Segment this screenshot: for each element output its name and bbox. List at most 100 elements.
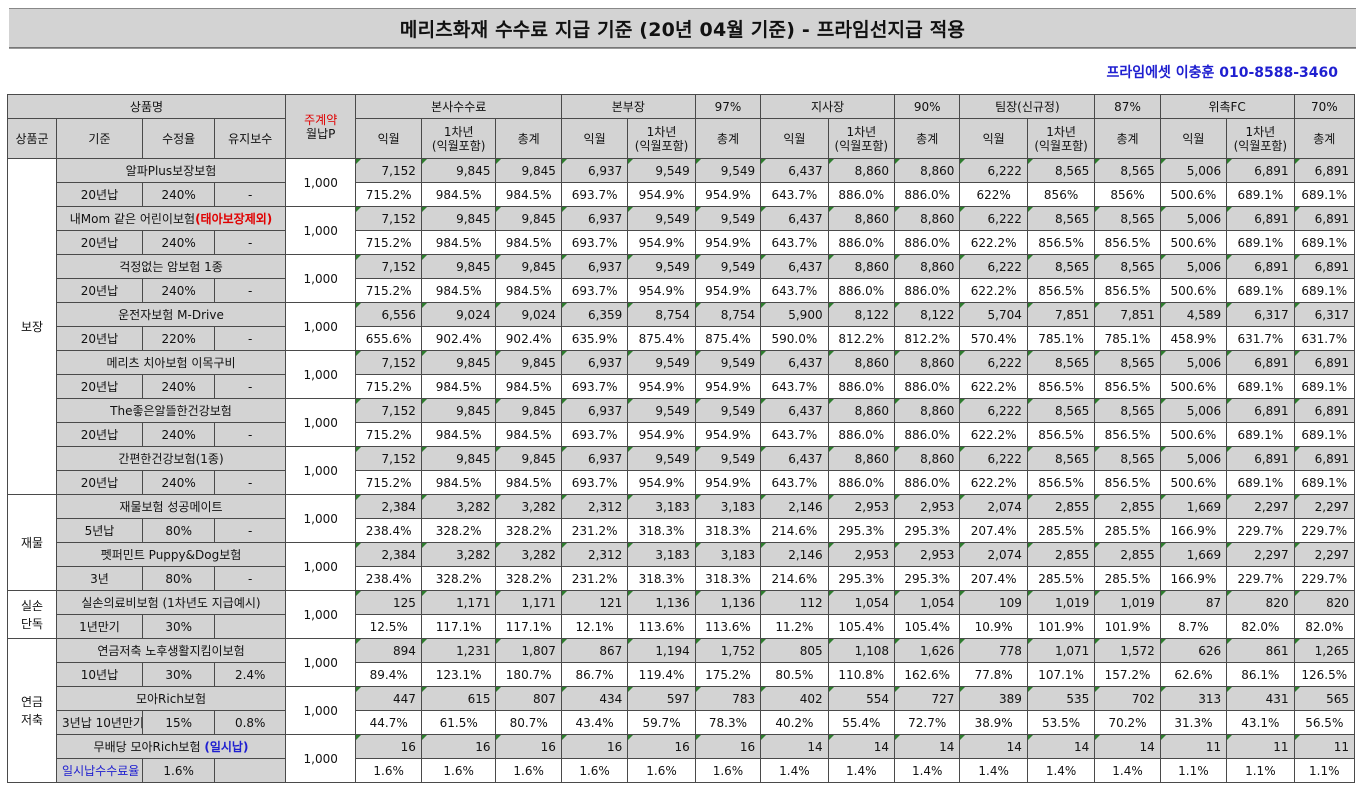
commission-percent: 162.6% — [894, 662, 961, 687]
commission-percent: 689.1% — [1226, 230, 1295, 255]
commission-percent: 693.7% — [560, 278, 629, 303]
commission-percent: 856.5% — [1094, 278, 1161, 303]
header-total: 총계 — [495, 118, 562, 159]
commission-value: 9,549 — [694, 350, 762, 375]
commission-percent: 886.0% — [827, 422, 896, 447]
commission-value: 9,549 — [627, 398, 696, 423]
commission-percent: 856.5% — [1026, 278, 1096, 303]
basis-cell: 20년납 — [56, 374, 143, 399]
commission-percent: 954.9% — [627, 230, 696, 255]
commission-percent: 166.9% — [1159, 518, 1228, 543]
commission-percent: 954.9% — [627, 278, 696, 303]
table-row: 3년 80% -238.4% 328.2% 328.2% 231.2% 318.3% 318.… — [8, 566, 1356, 591]
commission-percent: 295.3% — [827, 566, 896, 591]
commission-table: 상품명 주계약 월납P 본사수수료 본부장 97% 지사장 90% 팀장(신규정… — [6, 94, 1356, 783]
commission-percent: 214.6% — [760, 518, 829, 543]
commission-value: 7,851 — [1026, 302, 1096, 327]
commission-value: 807 — [495, 686, 562, 711]
commission-percent: 984.5% — [495, 470, 562, 495]
commission-percent: 715.2% — [355, 470, 422, 495]
commission-value: 402 — [760, 686, 829, 711]
commission-value: 8,565 — [1094, 254, 1161, 279]
commission-value: 8,565 — [1026, 206, 1096, 231]
commission-value: 9,549 — [627, 446, 696, 471]
commission-percent: 856.5% — [1026, 374, 1096, 399]
premium-cell: 1,000 — [284, 398, 357, 447]
product-name: 걱정없는 암보험 1종 — [119, 260, 223, 274]
commission-percent: 689.1% — [1293, 230, 1356, 255]
table-row: 20년납 240% -715.2% 984.5% 984.5% 693.7% 954.9% 9… — [8, 422, 1356, 447]
commission-value: 2,146 — [760, 494, 829, 519]
commission-value: 7,152 — [355, 398, 422, 423]
product-name-cell: 모아Rich보험 — [56, 686, 286, 711]
basis-cell: 일시납수수료율 — [56, 758, 143, 783]
adj-rate-cell: 220% — [141, 326, 216, 351]
commission-percent: 285.5% — [1026, 566, 1096, 591]
commission-percent: 500.6% — [1159, 182, 1228, 207]
commission-percent: 101.9% — [1094, 614, 1161, 639]
commission-value: 14 — [959, 734, 1028, 759]
commission-value: 109 — [959, 590, 1028, 615]
group-cell: 실손 단독 — [6, 590, 58, 639]
commission-percent: 643.7% — [760, 470, 829, 495]
product-name-cell: The좋은알뜰한건강보험 — [56, 398, 286, 423]
header-first-year: 1차년 (익월포함) — [827, 118, 896, 159]
commission-percent: 238.4% — [355, 566, 422, 591]
header-next-month: 익월 — [760, 118, 829, 159]
commission-percent: 856.5% — [1094, 422, 1161, 447]
commission-value: 1,054 — [894, 590, 961, 615]
commission-value: 6,222 — [959, 350, 1028, 375]
commission-percent: 715.2% — [355, 374, 422, 399]
commission-percent: 80.5% — [760, 662, 829, 687]
header-basis: 기준 — [56, 118, 143, 159]
commission-percent: 110.8% — [827, 662, 896, 687]
commission-value: 6,891 — [1226, 254, 1295, 279]
table-row: 5년납 80% -238.4% 328.2% 328.2% 231.2% 318.3% 318… — [8, 518, 1356, 543]
header-first-year-line2: (익월포함) — [1034, 138, 1088, 153]
commission-percent: 328.2% — [420, 566, 497, 591]
commission-percent: 80.7% — [495, 710, 562, 735]
commission-percent: 635.9% — [560, 326, 629, 351]
commission-percent: 812.2% — [894, 326, 961, 351]
commission-percent: 229.7% — [1293, 566, 1356, 591]
commission-percent: 1.4% — [1026, 758, 1096, 783]
adj-rate-cell: 80% — [141, 566, 216, 591]
commission-value: 6,937 — [560, 398, 629, 423]
commission-value: 8,860 — [827, 350, 896, 375]
adj-rate-cell: 240% — [141, 278, 216, 303]
maintenance-cell: - — [214, 326, 286, 351]
commission-value: 2,297 — [1226, 494, 1295, 519]
commission-value: 6,891 — [1293, 350, 1356, 375]
commission-value: 3,183 — [694, 542, 762, 567]
commission-value: 5,006 — [1159, 398, 1228, 423]
commission-percent: 11.2% — [760, 614, 829, 639]
commission-value: 6,359 — [560, 302, 629, 327]
commission-value: 6,937 — [560, 446, 629, 471]
header-next-month: 익월 — [560, 118, 629, 159]
commission-value: 8,860 — [827, 254, 896, 279]
commission-value: 6,891 — [1293, 206, 1356, 231]
commission-percent: 643.7% — [760, 422, 829, 447]
commission-value: 3,282 — [495, 494, 562, 519]
premium-cell: 1,000 — [284, 254, 357, 303]
commission-percent: 1.6% — [420, 758, 497, 783]
commission-value: 9,024 — [420, 302, 497, 327]
commission-percent: 119.4% — [627, 662, 696, 687]
commission-percent: 295.3% — [827, 518, 896, 543]
commission-value: 9,845 — [495, 158, 562, 183]
product-name: 재물보험 성공메이트 — [119, 500, 223, 514]
header-first-year-line2: (익월포함) — [834, 138, 889, 153]
commission-value: 1,171 — [495, 590, 562, 615]
commission-value: 8,565 — [1094, 206, 1161, 231]
basis-cell: 10년납 — [56, 662, 143, 687]
commission-percent: 1.6% — [627, 758, 696, 783]
commission-percent: 285.5% — [1026, 518, 1096, 543]
commission-percent: 500.6% — [1159, 374, 1228, 399]
commission-percent: 458.9% — [1159, 326, 1228, 351]
header-first-year-line1: 1차년 — [1245, 124, 1276, 139]
title-divider — [9, 48, 1356, 49]
commission-value: 112 — [760, 590, 829, 615]
header-fc-pct: 70% — [1293, 94, 1356, 119]
commission-value: 9,024 — [495, 302, 562, 327]
commission-value: 6,556 — [355, 302, 422, 327]
